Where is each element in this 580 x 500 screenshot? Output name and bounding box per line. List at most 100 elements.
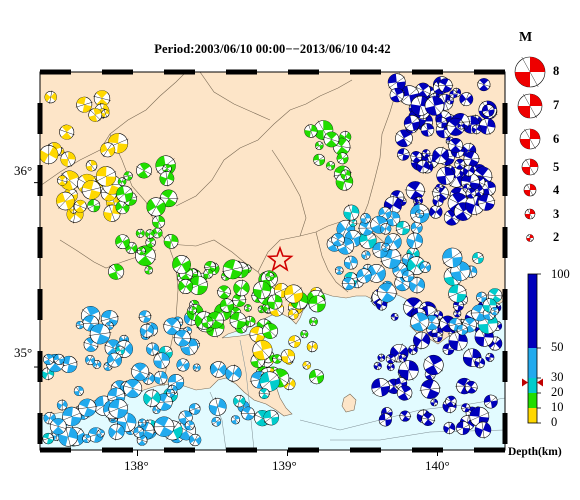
focal-mechanism xyxy=(386,362,395,372)
ball-nodal-line xyxy=(412,344,414,356)
focal-mechanism xyxy=(334,266,344,275)
ball-nodal-line xyxy=(376,291,398,294)
frame-bar-top xyxy=(474,69,505,75)
lat-label-36: 36° xyxy=(14,163,33,178)
focal-mechanism xyxy=(406,231,423,250)
ball-nodal-line xyxy=(231,364,235,383)
ball-nodal-line xyxy=(464,385,479,389)
ball-nodal-line xyxy=(384,222,387,235)
focal-mechanism xyxy=(474,420,492,439)
ball-nodal-line xyxy=(61,173,78,188)
magnitude-legend-symbols xyxy=(514,56,546,242)
ball-nodal-line xyxy=(313,155,325,164)
focal-mechanism xyxy=(410,221,423,234)
ball-nodal-line xyxy=(288,310,298,319)
ball-nodal-line xyxy=(327,162,335,170)
ball-nodal-line xyxy=(431,191,450,196)
focal-mechanism xyxy=(166,388,175,398)
ball-nodal-line xyxy=(428,154,435,169)
depth-unit-label: Depth(km) xyxy=(508,446,562,458)
ball-nodal-line xyxy=(523,93,537,119)
focal-mechanism xyxy=(162,317,182,336)
ball-nodal-line xyxy=(456,424,470,432)
ball-nodal-line xyxy=(441,93,449,111)
ball-nodal-line xyxy=(463,92,470,107)
ball-nodal-line xyxy=(334,268,344,273)
ball-nodal-line xyxy=(128,241,135,254)
focal-mechanism xyxy=(73,199,87,213)
ball-nodal-line xyxy=(186,421,194,430)
ball-nodal-line xyxy=(394,263,406,277)
ball-nodal-line xyxy=(397,388,412,398)
ball-nodal-line xyxy=(439,167,452,185)
ball-nodal-line xyxy=(422,261,429,273)
ball-nodal-line xyxy=(97,429,104,437)
focal-mechanism xyxy=(395,129,413,148)
focal-mechanism xyxy=(231,293,247,307)
ball-nodal-line xyxy=(469,265,473,279)
focal-mechanism xyxy=(465,188,477,199)
ball-nodal-line xyxy=(264,412,279,423)
focal-mechanism xyxy=(162,164,172,174)
ball-nodal-line xyxy=(348,255,354,270)
ball-compression xyxy=(180,338,198,355)
star-marker xyxy=(266,245,294,272)
depth-marker-left xyxy=(522,378,528,387)
focal-mechanism xyxy=(435,116,448,129)
depth-marker-right xyxy=(537,378,543,387)
legend-ball-m7 xyxy=(517,93,543,119)
ball-nodal-line xyxy=(134,428,144,437)
focal-mechanism xyxy=(87,199,101,213)
ball-nodal-line xyxy=(372,380,389,394)
frame-bar-top xyxy=(40,69,71,75)
ball-nodal-line xyxy=(396,152,410,157)
ball-nodal-line xyxy=(476,124,477,135)
focal-mechanism xyxy=(453,309,462,318)
ball-nodal-line xyxy=(83,342,99,348)
frame-graticule-bars xyxy=(37,69,508,453)
ball-nodal-line xyxy=(157,352,166,369)
ball-nodal-line xyxy=(419,387,441,391)
frame-bar-top xyxy=(288,69,319,75)
focal-mechanism xyxy=(211,416,222,427)
focal-mechanism xyxy=(122,379,143,398)
depth-band xyxy=(528,348,537,378)
focal-mechanism xyxy=(49,418,68,435)
focal-mechanism xyxy=(244,304,252,312)
mag-label-5: 5 xyxy=(553,160,560,174)
focal-mechanism xyxy=(313,153,326,166)
focal-mechanism xyxy=(483,394,498,409)
focal-mechanism xyxy=(420,412,436,426)
ball-nodal-line xyxy=(521,56,539,88)
legend-ball-m8 xyxy=(514,56,546,88)
focal-mechanism xyxy=(201,316,214,329)
ball-nodal-line xyxy=(215,360,222,378)
focal-mechanism xyxy=(463,164,475,177)
focal-mechanism xyxy=(42,432,55,445)
frame-bar-bottom xyxy=(164,447,195,453)
ball-nodal-line xyxy=(136,438,148,443)
ball-nodal-line xyxy=(216,290,232,295)
focal-mechanism xyxy=(420,123,435,137)
ball-nodal-line xyxy=(189,307,197,314)
ball-nodal-line xyxy=(103,109,108,118)
ball-nodal-line xyxy=(137,422,147,424)
frame-bar-bottom xyxy=(40,447,71,453)
ball-nodal-line xyxy=(390,314,399,319)
depth-band xyxy=(528,408,537,423)
frame-bar-right xyxy=(502,413,508,444)
ball-nodal-line xyxy=(152,426,176,428)
focal-mechanism xyxy=(459,92,474,107)
ball-nodal-line xyxy=(527,234,533,242)
ball-nodal-line xyxy=(145,266,153,274)
focal-mechanism xyxy=(85,159,98,172)
depth-bar-frame xyxy=(527,273,538,424)
focal-mechanism xyxy=(88,323,112,345)
ball-nodal-line xyxy=(47,411,52,425)
ball-nodal-line xyxy=(308,124,314,138)
focal-mechanism xyxy=(404,181,426,201)
ball-nodal-line xyxy=(240,413,256,414)
depth-tick-10: 10 xyxy=(551,400,564,414)
ball-nodal-line xyxy=(437,146,444,165)
focal-mechanism xyxy=(192,363,201,372)
